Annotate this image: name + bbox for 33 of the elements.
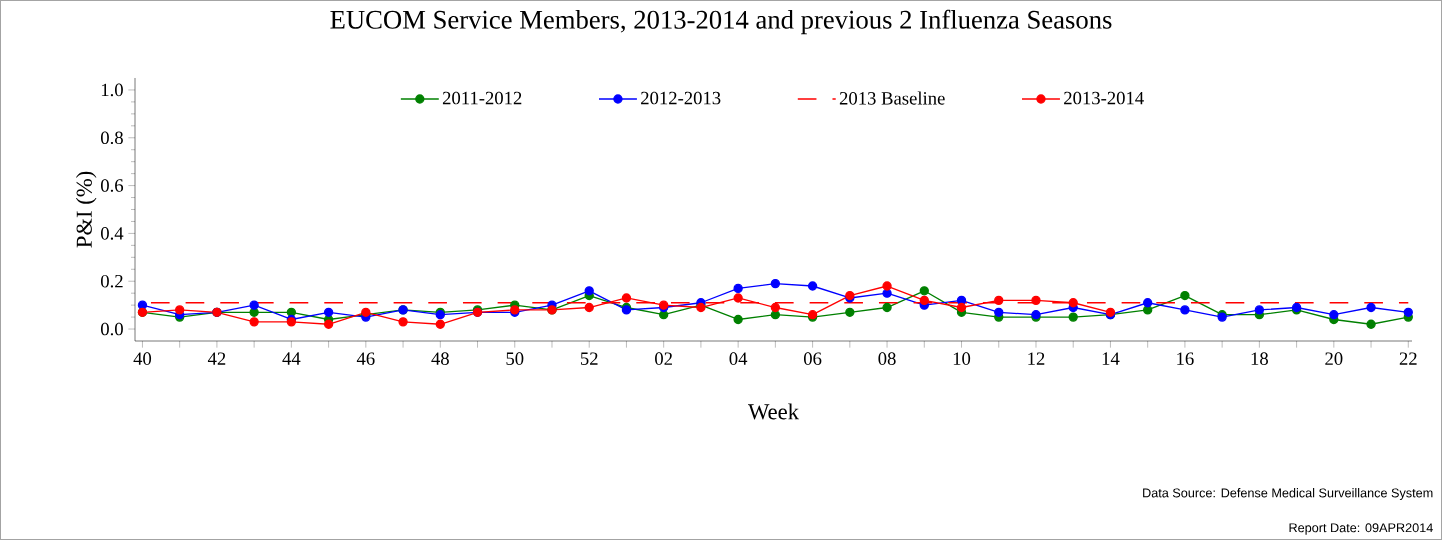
x-tick-label: 18	[1251, 352, 1268, 365]
x-tick-label: 10	[953, 352, 971, 365]
legend-label: 2012-2013	[641, 91, 721, 105]
y-tick-label: 0.8	[101, 131, 123, 145]
x-tick-label: 02	[655, 352, 672, 365]
x-tick-label: 40	[133, 352, 152, 365]
text: Report Date: 09APR2014	[1289, 523, 1433, 535]
y-tick-label: 0.0	[101, 322, 123, 336]
x-tick-label: 50	[506, 352, 524, 365]
x-tick-label: 48	[431, 352, 449, 365]
chart-title: EUCOM Service Members, 2013-2014 and previous 2 Influenza Seasons	[330, 9, 1112, 35]
y-axis-title: P&I (%)	[75, 171, 97, 248]
x-tick-label: 14	[1102, 352, 1120, 365]
y-tick-label: 1.0	[101, 83, 123, 97]
x-tick-label: 04	[729, 352, 748, 365]
x-tick-label: 52	[580, 352, 598, 365]
legend-label: 2013 Baseline	[839, 91, 945, 105]
x-tick-label: 46	[356, 352, 375, 365]
y-tick-label: 0.2	[101, 274, 123, 288]
legend-label: 2011-2012	[442, 91, 522, 105]
y-tick-label: 0.4	[101, 227, 124, 240]
y-tick-label: 0.6	[101, 179, 124, 192]
x-tick-label: 22	[1399, 352, 1417, 365]
x-tick-label: 08	[878, 352, 896, 365]
source-note: Data Source: Defense Medical Surveillance System	[1143, 488, 1433, 500]
x-tick-label: 06	[803, 352, 822, 365]
x-tick-label: 42	[207, 352, 226, 365]
legend-label: 2013-2014	[1064, 91, 1144, 105]
x-tick-label: 20	[1325, 352, 1343, 365]
x-axis-title: Week	[748, 403, 800, 420]
x-tick-label: 12	[1028, 352, 1045, 365]
x-tick-label: 44	[282, 352, 301, 365]
x-tick-label: 16	[1177, 352, 1194, 365]
